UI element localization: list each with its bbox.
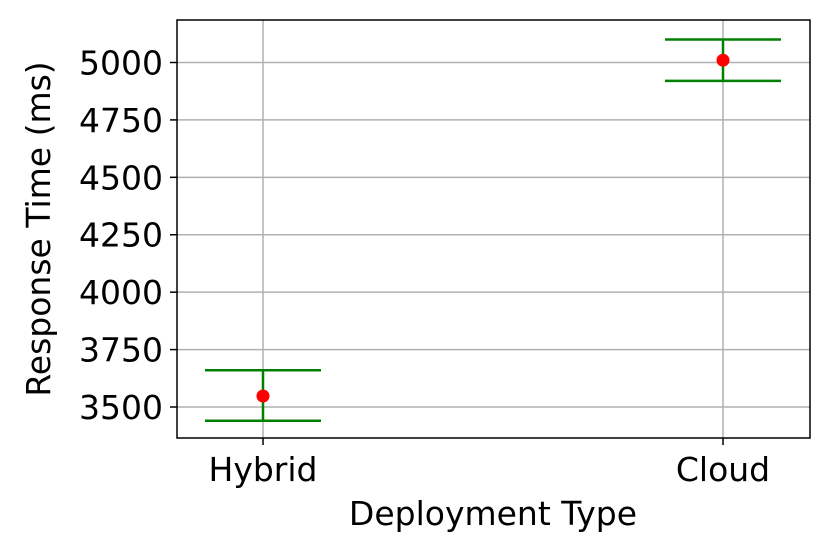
y-tick-label: 3750 — [79, 331, 163, 370]
y-tick-label: 5000 — [79, 43, 163, 82]
y-ticks: 3500 3750 4000 4250 4500 4750 5000 — [79, 43, 177, 427]
x-ticks: Hybrid Cloud — [209, 438, 770, 489]
y-tick-label: 4750 — [79, 101, 163, 140]
y-tick-label: 3500 — [79, 388, 163, 427]
data-marks — [205, 38, 781, 423]
y-axis-title: Response Time (ms) — [19, 61, 58, 396]
data-point — [716, 53, 730, 67]
y-tick-label: 4250 — [79, 216, 163, 255]
plot-area-frame — [176, 19, 811, 439]
x-tick-label: Cloud — [676, 450, 770, 489]
x-axis-title: Deployment Type — [349, 494, 637, 533]
x-tick-label: Hybrid — [209, 450, 318, 489]
y-tick-label: 4000 — [79, 273, 163, 312]
data-point — [256, 389, 270, 403]
y-tick-label: 4500 — [79, 158, 163, 197]
grid — [177, 20, 810, 438]
